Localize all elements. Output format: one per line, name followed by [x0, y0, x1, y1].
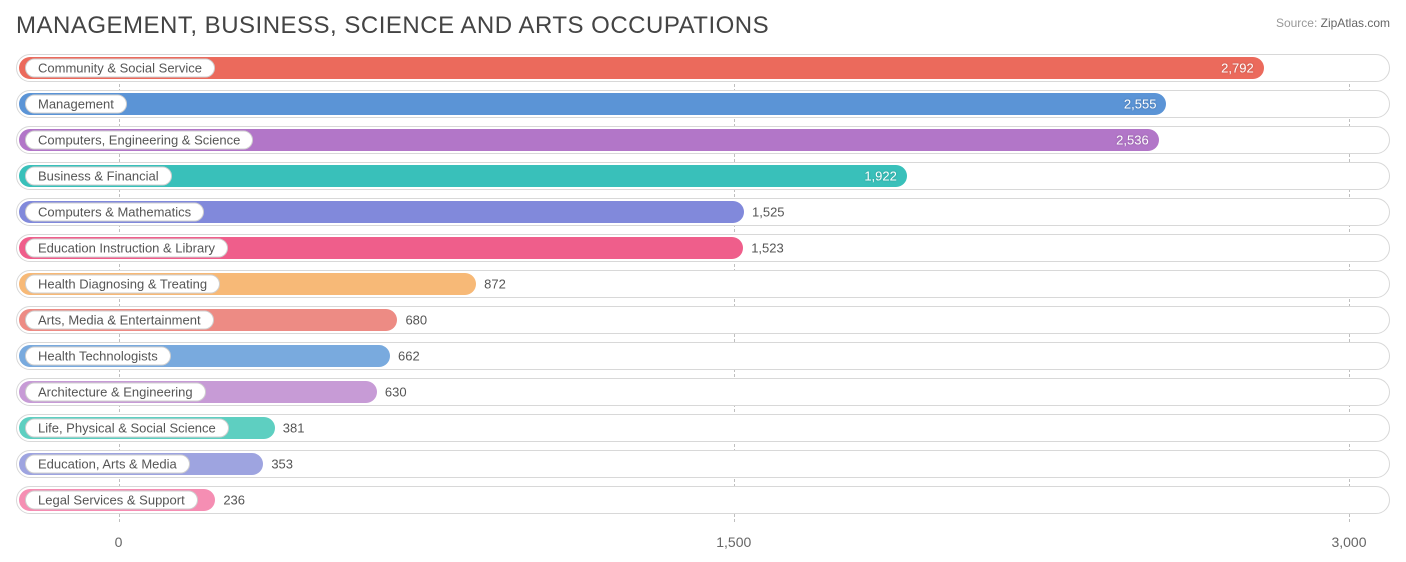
bar-value: 630: [385, 385, 407, 400]
bar-label: Computers, Engineering & Science: [25, 131, 253, 150]
bar-row: Computers, Engineering & Science 2,536: [16, 126, 1390, 154]
bar-value: 2,555: [1124, 97, 1157, 112]
bar-value: 872: [484, 277, 506, 292]
bar-label: Legal Services & Support: [25, 491, 198, 510]
bar-value: 353: [271, 457, 293, 472]
bar-row: Community & Social Service 2,792: [16, 54, 1390, 82]
chart-source: Source: ZipAtlas.com: [1276, 12, 1390, 30]
bar-label: Arts, Media & Entertainment: [25, 311, 214, 330]
bar-value: 2,536: [1116, 133, 1149, 148]
bar-label: Computers & Mathematics: [25, 203, 204, 222]
bar-value: 1,525: [752, 205, 785, 220]
bar-fill: [19, 93, 1166, 115]
chart-area: Community & Social Service 2,792 Managemen…: [16, 54, 1390, 550]
bar-row: Education Instruction & Library 1,523: [16, 234, 1390, 262]
bar-track: [16, 486, 1390, 514]
bar-label: Business & Financial: [25, 167, 172, 186]
bar-label: Architecture & Engineering: [25, 383, 206, 402]
bar-row: Health Technologists 662: [16, 342, 1390, 370]
chart-title: MANAGEMENT, BUSINESS, SCIENCE AND ARTS O…: [16, 12, 769, 40]
bar-row: Business & Financial 1,922: [16, 162, 1390, 190]
bar-row: Legal Services & Support 236: [16, 486, 1390, 514]
bar-value: 2,792: [1221, 61, 1254, 76]
bar-value: 1,922: [864, 169, 897, 184]
source-site: ZipAtlas.com: [1321, 16, 1390, 30]
bar-container: Community & Social Service 2,792 Managemen…: [16, 54, 1390, 514]
bar-value: 236: [223, 493, 245, 508]
axis-tick-label: 0: [115, 534, 123, 550]
chart-header: MANAGEMENT, BUSINESS, SCIENCE AND ARTS O…: [16, 12, 1390, 40]
bar-value: 381: [283, 421, 305, 436]
bar-value: 662: [398, 349, 420, 364]
bar-label: Health Diagnosing & Treating: [25, 275, 220, 294]
bar-row: Life, Physical & Social Science 381: [16, 414, 1390, 442]
bar-row: Arts, Media & Entertainment 680: [16, 306, 1390, 334]
bar-row: Architecture & Engineering 630: [16, 378, 1390, 406]
bar-row: Computers & Mathematics 1,525: [16, 198, 1390, 226]
bar-label: Education Instruction & Library: [25, 239, 228, 258]
axis-tick-label: 3,000: [1331, 534, 1366, 550]
bar-label: Health Technologists: [25, 347, 171, 366]
bar-label: Life, Physical & Social Science: [25, 419, 229, 438]
bar-label: Management: [25, 95, 127, 114]
bar-value: 1,523: [751, 241, 784, 256]
bar-label: Community & Social Service: [25, 59, 215, 78]
axis-tick-label: 1,500: [716, 534, 751, 550]
source-label: Source:: [1276, 16, 1317, 30]
bar-row: Management 2,555: [16, 90, 1390, 118]
bar-value: 680: [405, 313, 427, 328]
bar-label: Education, Arts & Media: [25, 455, 190, 474]
bar-row: Health Diagnosing & Treating 872: [16, 270, 1390, 298]
bar-row: Education, Arts & Media 353: [16, 450, 1390, 478]
